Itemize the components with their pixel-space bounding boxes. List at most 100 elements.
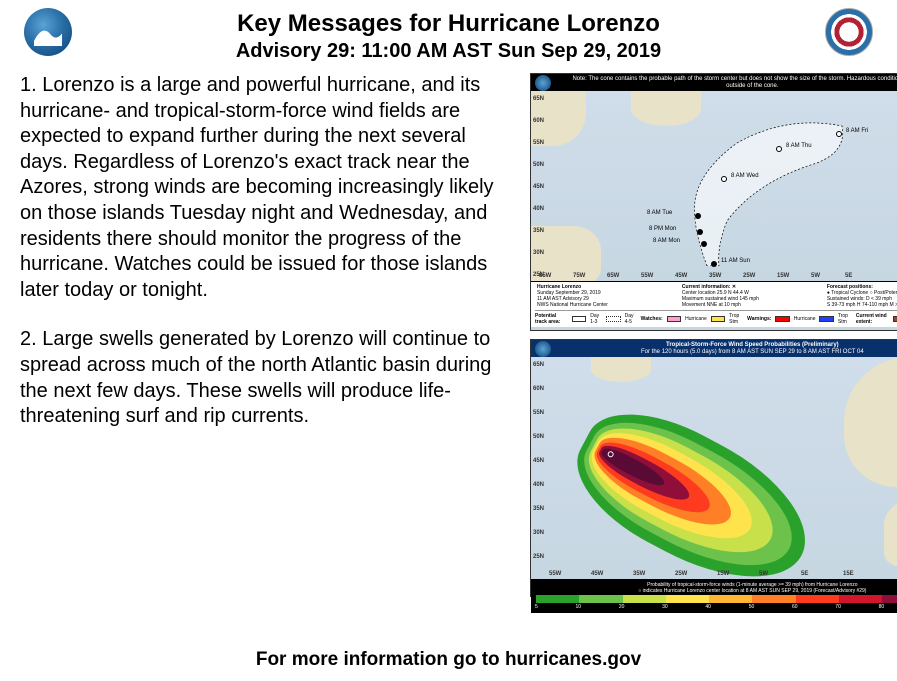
swatch-day45 <box>606 316 620 322</box>
scale-swatch <box>839 595 882 603</box>
noaa-logo-icon <box>535 341 551 357</box>
legend-warn-label: Warnings: <box>747 316 771 322</box>
prob-map-title: Tropical-Storm-Force Wind Speed Probabil… <box>571 342 897 349</box>
scale-label: 30 <box>662 604 668 610</box>
probability-scale <box>535 594 897 604</box>
lat-label: 60N <box>533 118 544 124</box>
key-messages-column: 1. Lorenzo is a large and powerful hurri… <box>20 73 530 597</box>
forecast-positions: Forecast positions: ● Tropical Cyclone ○… <box>825 284 897 308</box>
lon-label: 15W <box>777 273 789 279</box>
legend-watch-hurr: Hurricane <box>685 316 707 322</box>
wind-swath <box>557 388 825 579</box>
scale-label: 10 <box>576 604 582 610</box>
track-point <box>711 261 717 267</box>
maps-column: Note: The cone contains the probable pat… <box>530 73 897 597</box>
swatch-warn-hurr <box>775 316 789 322</box>
scale-swatch <box>882 595 897 603</box>
key-message-1: 1. Lorenzo is a large and powerful hurri… <box>20 73 518 303</box>
lon-label: 85W <box>539 273 551 279</box>
cone-map-body: 11 AM Sun 8 AM Mon 8 PM Mon 8 AM Tue 8 AM We… <box>531 91 897 281</box>
scale-swatch <box>579 595 622 603</box>
lon-label: 45W <box>675 273 687 279</box>
scale-label: 70 <box>835 604 841 610</box>
lon-label: 55W <box>549 571 561 577</box>
probability-scale-labels: 5102030405060708090% <box>535 604 897 610</box>
lon-label: 55W <box>641 273 653 279</box>
prob-map-body: 65N60N55N50N45N40N35N30N25N 55W45W35W25W… <box>531 357 897 579</box>
track-label: 8 AM Mon <box>653 238 680 244</box>
lat-label: 50N <box>533 162 544 168</box>
cone-map-note: Note: The cone contains the probable pat… <box>572 76 897 89</box>
lon-label: 15E <box>843 571 854 577</box>
scale-swatch <box>623 595 666 603</box>
storm-info: Hurricane Lorenzo Sunday September 29, 2… <box>535 284 680 308</box>
legend-day45: Day 4-5 <box>625 313 637 325</box>
info-source: NWS National Hurricane Center <box>537 302 678 308</box>
lat-label: 65N <box>533 362 544 368</box>
legend-warn-ts: Trop Stm <box>838 313 852 325</box>
lon-label: 5E <box>845 273 852 279</box>
footer-link: For more information go to hurricanes.go… <box>0 649 897 671</box>
legend-day13: Day 1-3 <box>590 313 602 325</box>
swatch-watch-ts <box>711 316 725 322</box>
current-movement: Movement NNE at 10 mph <box>682 302 823 308</box>
lat-label: 50N <box>533 434 544 440</box>
scale-swatch <box>796 595 839 603</box>
wind-probability-map: Tropical-Storm-Force Wind Speed Probabil… <box>530 339 897 597</box>
scale-swatch <box>666 595 709 603</box>
noaa-logo-icon <box>535 75 551 91</box>
scale-label: 50 <box>749 604 755 610</box>
track-label: 8 AM Thu <box>786 143 812 149</box>
legend-pta-label: Potential track area: <box>535 313 568 325</box>
legend-watch-ts: Trop Stm <box>729 313 743 325</box>
header: Key Messages for Hurricane Lorenzo Advis… <box>0 0 897 69</box>
lon-label: 35W <box>709 273 721 279</box>
nws-logo-icon <box>825 8 873 56</box>
lon-label: 25W <box>675 571 687 577</box>
scale-label: 80 <box>879 604 885 610</box>
land-europe <box>844 357 897 487</box>
swatch-day13 <box>572 316 586 322</box>
land-greenland <box>591 357 651 382</box>
forecast-line3: S 39-73 mph H 74-110 mph M > 110 mph <box>827 302 897 308</box>
scale-swatch <box>752 595 795 603</box>
current-info: Current information: ✕ Center location 2… <box>680 284 825 308</box>
prob-map-footer: Probability of tropical-storm-force wind… <box>531 579 897 613</box>
scale-swatch <box>536 595 579 603</box>
swatch-warn-ts <box>819 316 833 322</box>
lat-label: 45N <box>533 458 544 464</box>
lat-label: 45N <box>533 184 544 190</box>
lat-label: 35N <box>533 506 544 512</box>
forecast-cone-map: Note: The cone contains the probable pat… <box>530 73 897 331</box>
lon-label: 45W <box>591 571 603 577</box>
swatch-watch-hurr <box>667 316 681 322</box>
page-title: Key Messages for Hurricane Lorenzo <box>0 10 897 38</box>
track-label: 8 AM Tue <box>647 210 672 216</box>
lon-label: 5W <box>759 571 768 577</box>
lat-label: 55N <box>533 140 544 146</box>
prob-map-subtitle: For the 120 hours (5.0 days) from 8 AM A… <box>571 349 897 356</box>
lat-label: 65N <box>533 96 544 102</box>
swatch-ext-hurr <box>893 316 897 322</box>
content: 1. Lorenzo is a large and powerful hurri… <box>0 69 897 597</box>
page-subtitle: Advisory 29: 11:00 AM AST Sun Sep 29, 20… <box>0 40 897 63</box>
prob-map-header: Tropical-Storm-Force Wind Speed Probabil… <box>531 340 897 357</box>
lat-label: 40N <box>533 482 544 488</box>
lon-label: 5W <box>811 273 820 279</box>
lat-label: 25N <box>533 554 544 560</box>
lat-label: 55N <box>533 410 544 416</box>
lat-label: 30N <box>533 250 544 256</box>
lat-label: 35N <box>533 228 544 234</box>
track-label: 11 AM Sun <box>721 258 750 264</box>
cone-map-footer: Hurricane Lorenzo Sunday September 29, 2… <box>531 281 897 327</box>
track-label: 8 AM Wed <box>731 173 759 179</box>
lon-label: 35W <box>633 571 645 577</box>
forecast-cone <box>687 121 852 266</box>
cone-map-header: Note: The cone contains the probable pat… <box>531 74 897 91</box>
scale-label: 40 <box>705 604 711 610</box>
land-africa <box>884 497 897 567</box>
track-label: 8 PM Mon <box>649 226 676 232</box>
scale-label: 20 <box>619 604 625 610</box>
lon-label: 75W <box>573 273 585 279</box>
noaa-logo-icon <box>24 8 72 56</box>
